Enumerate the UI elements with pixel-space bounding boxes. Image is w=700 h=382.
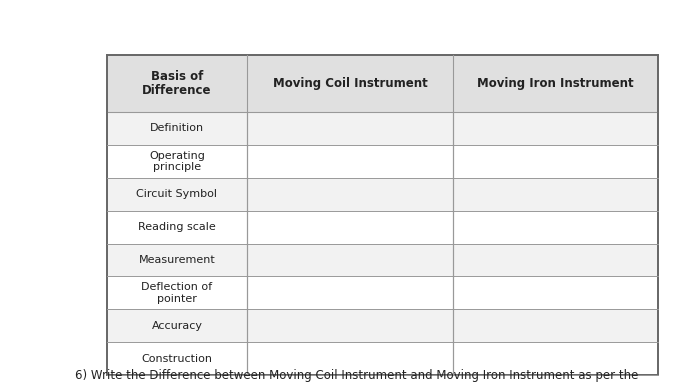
Bar [107,210,658,243]
Bar [107,55,658,375]
Text: Accuracy: Accuracy [151,320,202,331]
Bar [107,112,658,145]
Text: Construction: Construction [141,354,213,364]
Bar [107,55,658,112]
Bar [107,342,658,375]
Text: Measurement: Measurement [139,255,216,265]
Text: Operating
principle: Operating principle [149,151,205,172]
Text: 6) Write the Difference between Moving Coil Instrument and Moving Iron Instrumen: 6) Write the Difference between Moving C… [75,369,638,382]
Text: Deflection of
pointer: Deflection of pointer [141,282,213,304]
Bar [107,178,658,210]
Bar [107,145,658,178]
Text: Definition: Definition [150,123,204,133]
Text: Reading scale: Reading scale [138,222,216,232]
Text: Circuit Symbol: Circuit Symbol [136,189,218,199]
Bar [107,276,658,309]
Bar [107,309,658,342]
Text: Moving Iron Instrument: Moving Iron Instrument [477,77,634,90]
Text: Moving Coil Instrument: Moving Coil Instrument [272,77,428,90]
Text: Basis of
Difference: Basis of Difference [142,70,211,97]
Bar [107,243,658,276]
